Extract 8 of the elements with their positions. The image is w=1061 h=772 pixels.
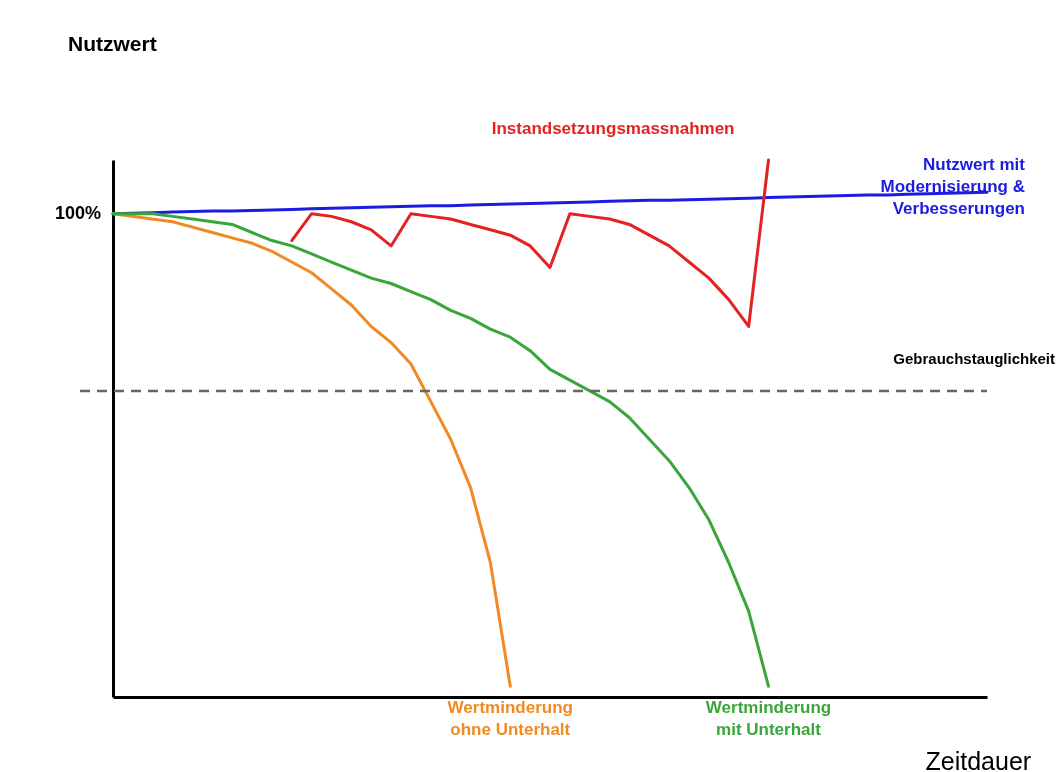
x-axis-title: Zeitdauer [925, 746, 1032, 772]
annotation: 100% [54, 202, 101, 223]
text: Nutzwert [68, 32, 157, 55]
series-label: Wertminderung mit Unterhalt [705, 698, 832, 740]
series-label: Nutzwert mit Modernisierung & Verbesserungen [880, 155, 1026, 219]
text: Instandsetzungsmassnahmen [491, 119, 735, 138]
ref-line-label: Gebrauchstauglichkeit [893, 349, 1055, 367]
series-label: Wertminderung ohne Unterhalt [447, 698, 573, 740]
